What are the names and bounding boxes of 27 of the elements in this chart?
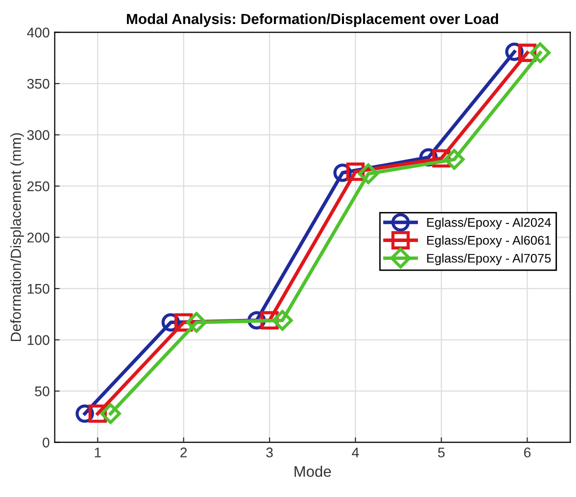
y-axis-title: Deformation/Displacement (mm) (10, 133, 24, 342)
y-tick-label: 150 (28, 284, 50, 294)
chart-title: Modal Analysis: Deformation/Displacement over Load (126, 13, 498, 27)
y-tick-label: 400 (27, 28, 50, 38)
point (186, 312, 207, 333)
point (100, 403, 121, 424)
x-tick-label: 3 (266, 448, 273, 458)
y-tick-label: 300 (27, 130, 50, 140)
y-tick-label: 100 (28, 335, 50, 345)
x-tick-label: 2 (180, 448, 187, 458)
legend-label: Eglass/Epoxy - Al6061 (427, 236, 551, 248)
legend-label: Eglass/Epoxy - Al2024 (427, 218, 551, 230)
point (444, 149, 465, 170)
point (530, 42, 551, 64)
point (272, 310, 293, 331)
y-tick-label: 250 (27, 181, 50, 192)
x-tick-label: 4 (352, 448, 359, 458)
x-tick-label: 1 (94, 448, 101, 458)
y-tick-label: 0 (42, 438, 50, 448)
y-tick-label: 350 (27, 78, 50, 89)
x-axis-title: Mode (294, 466, 331, 477)
legend-label: Eglass/Epoxy - Al7075 (427, 253, 551, 266)
point (358, 163, 379, 184)
x-tick-label: 6 (524, 448, 531, 458)
y-tick-label: 50 (34, 386, 50, 396)
y-tick-label: 200 (27, 232, 50, 242)
x-tick-label: 5 (438, 448, 445, 458)
